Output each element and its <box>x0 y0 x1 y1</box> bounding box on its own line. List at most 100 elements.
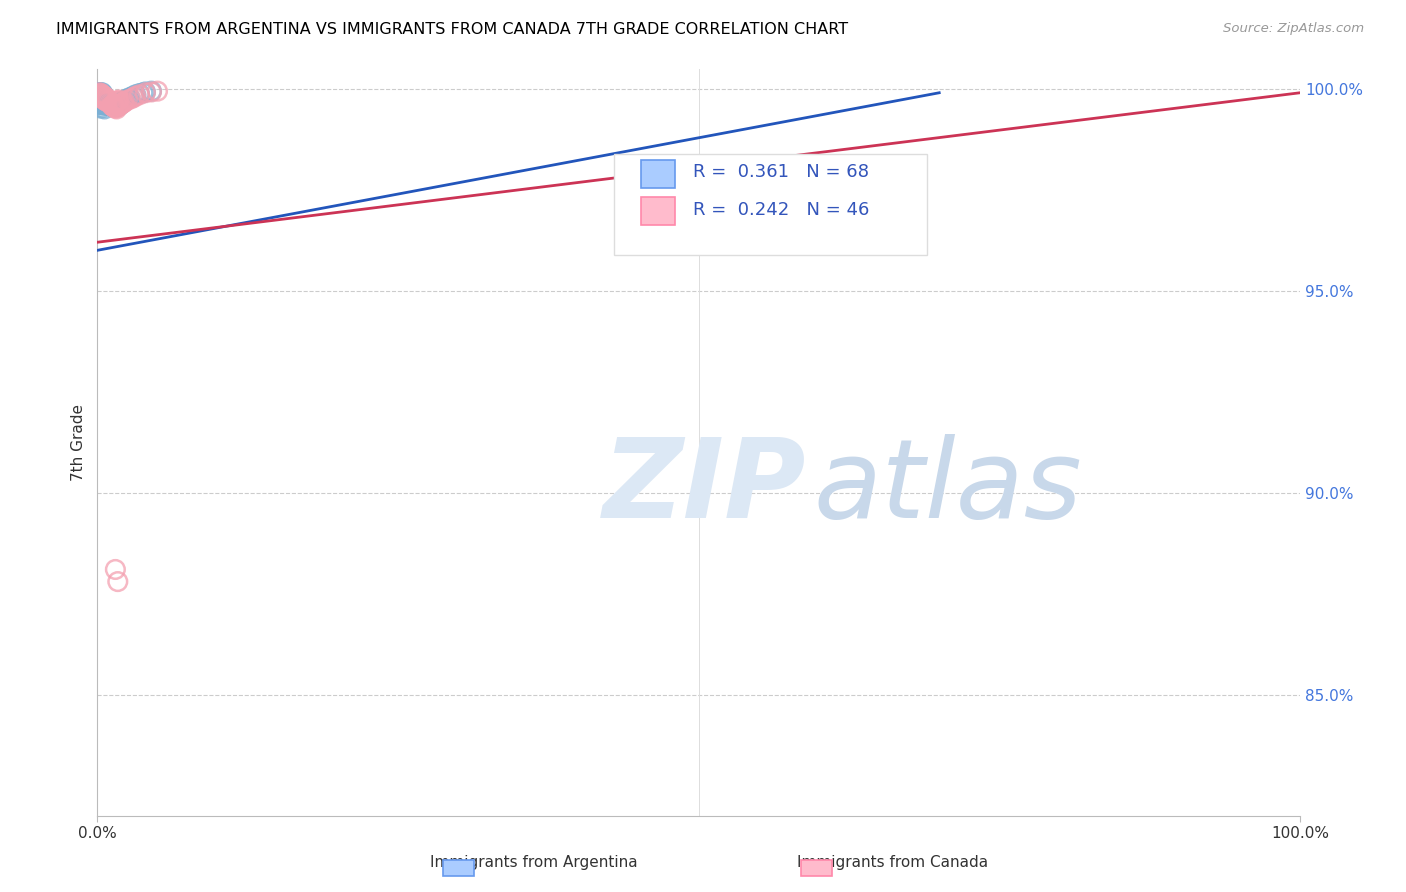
Point <box>110 97 132 112</box>
Point <box>122 90 145 104</box>
Point <box>101 96 124 111</box>
Point <box>104 98 127 112</box>
Point <box>90 87 112 102</box>
Point <box>100 98 122 112</box>
Point <box>98 98 121 112</box>
Point <box>91 87 114 102</box>
Point <box>128 87 150 102</box>
Point <box>111 96 134 111</box>
Point <box>93 102 115 116</box>
Point <box>93 90 115 104</box>
Point <box>114 95 136 109</box>
Point <box>89 90 111 104</box>
Point <box>91 95 114 110</box>
Point <box>105 102 128 116</box>
FancyBboxPatch shape <box>614 154 927 255</box>
Point <box>146 84 169 98</box>
Point <box>91 90 114 104</box>
Point <box>104 95 127 110</box>
Point <box>96 95 118 109</box>
Point <box>101 98 124 112</box>
Text: ZIP: ZIP <box>603 434 806 541</box>
Point <box>93 93 115 107</box>
Point <box>122 89 145 103</box>
Point <box>91 92 114 106</box>
Point <box>87 86 110 100</box>
Point <box>93 95 115 110</box>
Point <box>108 98 131 112</box>
Point <box>101 97 124 112</box>
Point <box>112 95 135 110</box>
Point <box>101 99 124 113</box>
Point <box>107 94 129 108</box>
Point <box>141 85 163 99</box>
Point <box>93 98 115 112</box>
Point <box>90 98 112 112</box>
Point <box>96 94 118 108</box>
Point <box>110 95 132 110</box>
Point <box>103 98 125 112</box>
Point <box>90 90 112 104</box>
Point <box>90 86 112 100</box>
Point <box>120 92 142 106</box>
Point <box>90 95 112 110</box>
Point <box>98 95 121 110</box>
Bar <box>641 160 675 188</box>
Point <box>93 90 115 104</box>
Point <box>94 95 117 110</box>
Point <box>90 87 112 101</box>
Point <box>141 84 163 98</box>
Point <box>105 99 128 113</box>
Point <box>91 86 114 100</box>
Point <box>101 98 124 112</box>
Point <box>91 87 114 102</box>
Point <box>107 574 129 589</box>
Point <box>93 88 115 103</box>
Point <box>87 87 110 102</box>
Point <box>100 95 122 110</box>
Point <box>108 98 131 112</box>
Point <box>93 98 115 112</box>
Point <box>105 95 128 109</box>
Point <box>94 94 117 108</box>
Point <box>118 90 141 104</box>
Point <box>93 94 115 108</box>
Point <box>90 89 112 103</box>
Point <box>93 92 115 106</box>
Point <box>93 92 115 106</box>
Point <box>91 98 114 112</box>
Point <box>112 94 135 108</box>
Point <box>104 101 127 115</box>
Text: Source: ZipAtlas.com: Source: ZipAtlas.com <box>1223 22 1364 36</box>
Point <box>96 95 118 110</box>
Point <box>94 94 117 108</box>
Point <box>134 86 156 100</box>
Point <box>97 94 120 108</box>
Point <box>93 92 115 106</box>
Point <box>104 562 127 576</box>
Point <box>94 98 117 112</box>
Point <box>97 95 120 109</box>
Y-axis label: 7th Grade: 7th Grade <box>72 404 86 481</box>
Point <box>107 98 129 112</box>
Point <box>89 87 111 102</box>
Point <box>107 100 129 114</box>
Point <box>90 92 112 106</box>
Point <box>94 92 117 106</box>
Point <box>89 87 111 102</box>
Point <box>93 90 115 104</box>
Point <box>108 98 131 112</box>
Point <box>98 95 121 109</box>
Point <box>96 98 118 112</box>
Point <box>89 86 111 100</box>
Point <box>125 87 148 102</box>
Text: R =  0.242   N = 46: R = 0.242 N = 46 <box>693 201 869 219</box>
Point <box>89 92 111 106</box>
Text: atlas: atlas <box>813 434 1081 541</box>
Text: Immigrants from Argentina: Immigrants from Argentina <box>430 855 638 870</box>
Point <box>103 98 125 112</box>
Point <box>91 94 114 108</box>
Point <box>132 86 155 100</box>
Point <box>93 87 115 102</box>
Point <box>111 95 134 109</box>
